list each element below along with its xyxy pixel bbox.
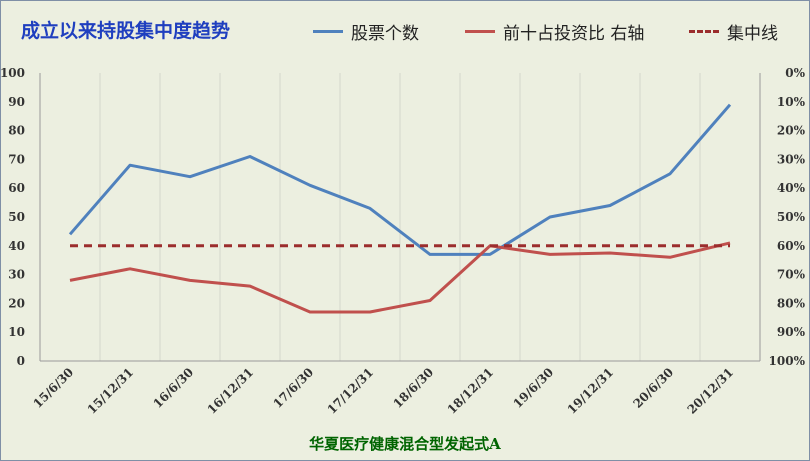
legend-item-top10-ratio: 前十占投资比 右轴 <box>465 19 644 44</box>
fund-name-caption: 华夏医疗健康混合型发起式A <box>309 435 501 453</box>
x-tick-label: 16/12/31 <box>205 365 257 417</box>
right-tick-label: 10% <box>777 95 806 109</box>
left-tick-label: 50 <box>8 210 25 224</box>
right-tick-label: 60% <box>777 239 806 253</box>
left-tick-label: 80 <box>8 124 25 138</box>
left-tick-label: 90 <box>8 95 25 109</box>
x-tick-label: 17/12/31 <box>325 365 377 417</box>
x-tick-label: 15/12/31 <box>85 365 137 417</box>
series-line-1 <box>69 241 731 314</box>
x-tick-label: 20/6/30 <box>631 365 677 411</box>
left-tick-label: 60 <box>8 181 25 195</box>
legend-label-stock-count: 股票个数 <box>351 24 419 44</box>
x-tick-label: 19/6/30 <box>511 365 557 411</box>
x-tick-label: 18/12/31 <box>445 365 497 417</box>
right-tick-label: 80% <box>777 296 806 310</box>
left-tick-label: 10 <box>8 325 25 339</box>
left-tick-label: 70 <box>8 152 25 166</box>
right-tick-label: 100% <box>769 354 806 368</box>
right-tick-label: 20% <box>777 124 806 138</box>
x-tick-label: 19/12/31 <box>565 365 617 417</box>
legend-swatch-stock-count <box>313 30 343 33</box>
legend-label-concentration-line: 集中线 <box>727 24 778 44</box>
x-tick-label: 16/6/30 <box>151 365 197 411</box>
legend-label-top10-ratio: 前十占投资比 右轴 <box>503 24 645 44</box>
legend-swatch-concentration-line <box>689 30 719 33</box>
right-tick-label: 40% <box>777 181 806 195</box>
right-tick-label: 70% <box>777 268 806 282</box>
left-tick-label: 40 <box>8 239 25 253</box>
left-tick-label: 20 <box>8 296 25 310</box>
legend-item-stock-count: 股票个数 <box>313 19 419 44</box>
legend-item-concentration-line: 集中线 <box>689 19 778 44</box>
x-tick-label: 18/6/30 <box>391 365 437 411</box>
left-tick-label: 0 <box>17 354 25 368</box>
right-tick-label: 90% <box>777 325 806 339</box>
legend-swatch-top10-ratio <box>465 30 495 33</box>
right-tick-label: 0% <box>785 66 805 80</box>
left-tick-label: 30 <box>8 268 25 282</box>
x-tick-label: 15/6/30 <box>31 365 77 411</box>
right-tick-label: 30% <box>777 152 806 166</box>
chart-title: 成立以来持股集中度趋势 <box>21 20 231 42</box>
right-tick-label: 50% <box>777 210 806 224</box>
x-tick-label: 20/12/31 <box>685 365 737 417</box>
x-tick-label: 17/6/30 <box>271 365 317 411</box>
series-line-0 <box>68 103 732 256</box>
left-tick-label: 100 <box>1 66 25 80</box>
